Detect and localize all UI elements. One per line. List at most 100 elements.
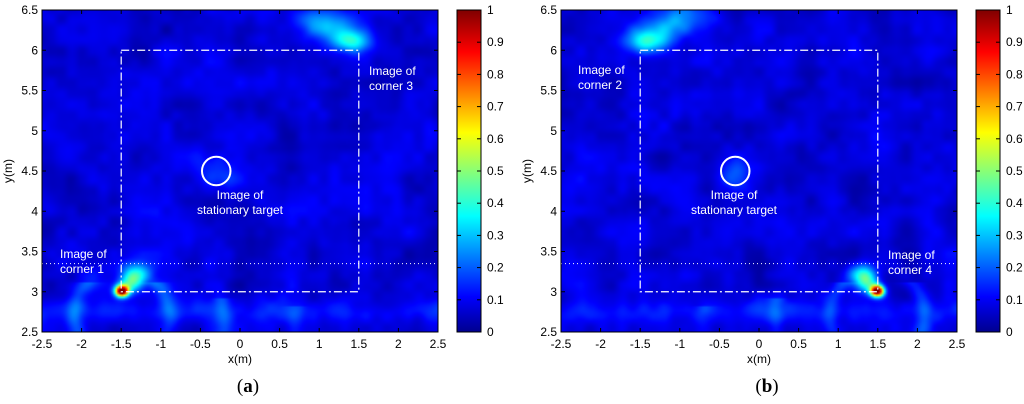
room-outline [120, 49, 360, 293]
annotation-label: Image of stationary target [197, 188, 284, 217]
y-tick-label: 3.5 [540, 245, 557, 259]
panel-label-open: ( [755, 376, 761, 397]
x-tick-label: -2 [595, 337, 606, 351]
annotation-line: Image of [888, 248, 935, 262]
annotation-label: Image of corner 1 [60, 247, 107, 276]
y-tick-label: 3 [31, 285, 38, 299]
annotation-label: Image of corner 2 [578, 63, 625, 92]
colorbar-tick-label: 0.3 [487, 228, 504, 242]
panel-label: (b) [755, 376, 778, 397]
colorbar-tick-label: 0.6 [1006, 132, 1023, 146]
annotation-line: corner 4 [888, 263, 932, 277]
heatmap-image [42, 10, 438, 332]
colorbar-tick-label: 0.8 [487, 67, 504, 81]
x-tick-label: -1.5 [630, 337, 651, 351]
colorbar-tick-label: 0 [487, 325, 494, 339]
x-tick-label: 0.5 [271, 337, 288, 351]
panel-label-open: ( [237, 376, 243, 397]
colorbar-tick-label: 0.4 [487, 196, 504, 210]
annotation-label: Image of corner 4 [888, 248, 935, 277]
x-tick-label: 1.5 [350, 337, 367, 351]
colorbar-tick-label: 0.2 [487, 261, 504, 275]
x-tick-label: -1.5 [111, 337, 132, 351]
annotation-line: stationary target [197, 203, 284, 217]
x-tick-label: -0.5 [709, 337, 730, 351]
y-tick-label: 5.5 [540, 84, 557, 98]
y-axis-label: y(m) [520, 159, 534, 183]
x-tick-label: -1 [674, 337, 685, 351]
y-tick-label: 4 [550, 204, 557, 218]
panel-label-close: ) [772, 376, 778, 397]
colorbar-tick-label: 0.1 [1006, 293, 1023, 307]
annotation-line: corner 3 [369, 79, 413, 93]
y-tick-label: 2.5 [540, 325, 557, 339]
colorbar-tick-label: 1 [1006, 3, 1013, 17]
panel-label-close: ) [253, 376, 259, 397]
x-tick-label: 1.5 [869, 337, 886, 351]
annotation-line: Image of [217, 188, 264, 202]
colorbar-tick-label: 0.2 [1006, 261, 1023, 275]
colorbar-tick-label: 0.8 [1006, 67, 1023, 81]
y-tick-label: 6.5 [540, 3, 557, 17]
stationary-target-circle [719, 155, 751, 187]
colorbar-tick-label: 0.9 [487, 35, 504, 49]
colorbar-tick-label: 0.7 [1006, 100, 1023, 114]
annotation-line: Image of [711, 188, 758, 202]
y-tick-label: 4 [31, 204, 38, 218]
panel-label: (a) [237, 376, 259, 397]
colorbar-tick-label: 0.7 [487, 100, 504, 114]
y-tick-label: 4.5 [540, 164, 557, 178]
annotation-line: corner 2 [578, 78, 622, 92]
y-tick-label: 6 [31, 43, 38, 57]
x-tick-label: -2.5 [551, 337, 572, 351]
annotation-line: Image of [369, 64, 416, 78]
colorbar-tick-label: 0 [1006, 325, 1013, 339]
x-tick-label: 1 [835, 337, 842, 351]
y-tick-label: 5 [31, 124, 38, 138]
annotation-line: corner 1 [60, 262, 104, 276]
colorbar-tick-label: 0.5 [487, 164, 504, 178]
annotation-line: Image of [578, 63, 625, 77]
y-tick-label: 6 [550, 43, 557, 57]
x-tick-label: 2 [914, 337, 921, 351]
x-tick-label: -2.5 [32, 337, 53, 351]
colorbar-tick-label: 0.4 [1006, 196, 1023, 210]
y-tick-label: 6.5 [21, 3, 38, 17]
annotation-line: Image of [60, 247, 107, 261]
annotation-label: Image of stationary target [691, 188, 778, 217]
y-tick-label: 4.5 [21, 164, 38, 178]
colorbar-tick-label: 1 [487, 3, 494, 17]
panel-label-letter: a [243, 376, 253, 397]
x-tick-label: 2.5 [949, 337, 966, 351]
x-axis-label: x(m) [228, 352, 252, 366]
annotation-line: stationary target [691, 203, 778, 217]
colorbar-tick-label: 0.6 [487, 132, 504, 146]
x-tick-label: -0.5 [190, 337, 211, 351]
colorbar-tick-label: 0.3 [1006, 228, 1023, 242]
x-axis-label: x(m) [747, 352, 771, 366]
x-tick-label: -1 [155, 337, 166, 351]
annotation-label: Image of corner 3 [369, 64, 416, 93]
y-axis-label: y(m) [1, 159, 15, 183]
x-tick-label: 1 [316, 337, 323, 351]
y-tick-label: 3 [550, 285, 557, 299]
room-outline [639, 49, 879, 293]
x-tick-label: 0.5 [790, 337, 807, 351]
x-tick-label: 2.5 [430, 337, 447, 351]
y-tick-label: 3.5 [21, 245, 38, 259]
colorbar-tick-label: 0.5 [1006, 164, 1023, 178]
x-tick-label: -2 [76, 337, 87, 351]
y-tick-label: 5 [550, 124, 557, 138]
x-tick-label: 0 [237, 337, 244, 351]
heatmap-image [561, 10, 957, 332]
y-tick-label: 2.5 [21, 325, 38, 339]
y-tick-label: 5.5 [21, 84, 38, 98]
colorbar-tick-label: 0.1 [487, 293, 504, 307]
x-tick-label: 2 [395, 337, 402, 351]
panel-label-letter: b [762, 376, 773, 397]
stationary-target-circle [200, 155, 232, 187]
x-tick-label: 0 [756, 337, 763, 351]
